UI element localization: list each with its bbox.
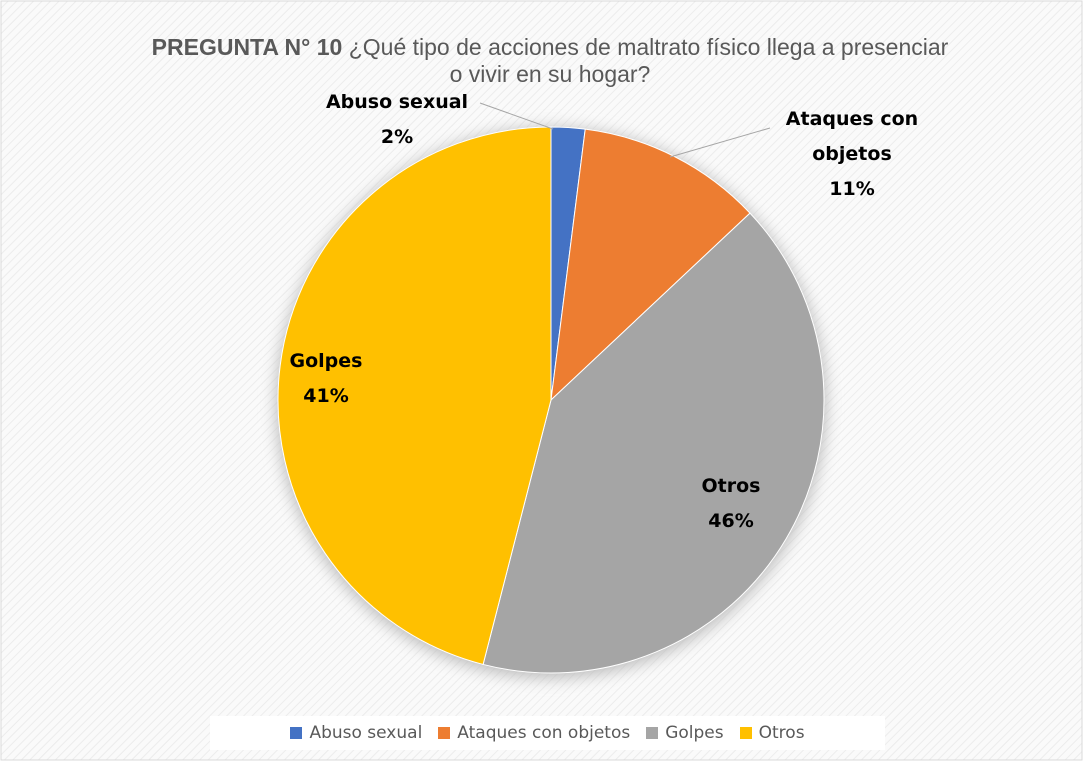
pie bbox=[277, 126, 825, 674]
legend-label: Golpes bbox=[665, 723, 724, 743]
data-label: Golpes 41% bbox=[226, 344, 426, 414]
data-label: Ataques con objetos 11% bbox=[767, 102, 937, 207]
leader-line bbox=[669, 127, 771, 158]
pie-slice bbox=[277, 126, 552, 666]
pie-slice bbox=[482, 212, 825, 674]
data-label-value: 41% bbox=[303, 385, 349, 407]
legend-swatch bbox=[646, 727, 659, 739]
data-label-value: 11% bbox=[829, 178, 875, 200]
legend-item: Ataques con objetos bbox=[438, 723, 630, 743]
legend-swatch bbox=[290, 727, 303, 739]
legend-item: Golpes bbox=[646, 723, 724, 743]
data-label-category: Golpes bbox=[289, 350, 363, 372]
legend-label: Ataques con objetos bbox=[457, 723, 631, 743]
data-label-category: Abuso sexual bbox=[325, 91, 469, 113]
leader-line bbox=[479, 102, 554, 130]
data-label-value: 46% bbox=[708, 510, 754, 532]
legend-label: Abuso sexual bbox=[309, 723, 423, 743]
data-label-value: 2% bbox=[380, 126, 414, 148]
legend: Abuso sexual Ataques con objetos Golpes Otr… bbox=[210, 716, 885, 750]
data-label-category: Ataques con objetos bbox=[785, 108, 919, 165]
legend-item: Abuso sexual bbox=[290, 723, 422, 743]
legend-swatch bbox=[438, 727, 451, 739]
legend-label: Otros bbox=[758, 723, 805, 743]
legend-item: Otros bbox=[739, 723, 805, 743]
data-label: Abuso sexual 2% bbox=[297, 85, 497, 155]
title: PREGUNTA N° 10 bbox=[151, 34, 343, 60]
legend-swatch bbox=[739, 727, 752, 739]
subtitle: ¿Qué tipo de acciones de maltrato físico… bbox=[348, 34, 949, 87]
data-label: Otros 46% bbox=[631, 469, 831, 539]
pie-slice bbox=[550, 128, 751, 402]
chart-title: PREGUNTA N° 10 ¿Qué tipo de acciones de … bbox=[150, 34, 950, 88]
data-label-category: Otros bbox=[701, 475, 761, 497]
